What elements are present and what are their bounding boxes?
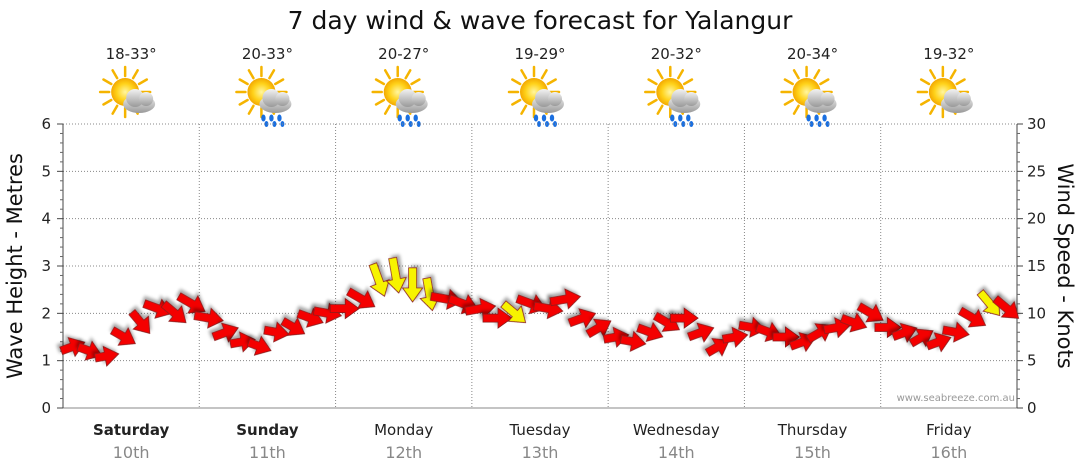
day-date: 16th — [930, 443, 967, 462]
right-axis-title: Wind Speed - Knots — [1053, 163, 1077, 368]
left-tick-label: 4 — [41, 210, 51, 228]
right-tick-label: 25 — [1027, 162, 1046, 180]
wind-arrow — [941, 321, 970, 343]
day-name: Saturday — [93, 421, 170, 439]
left-tick-label: 5 — [41, 162, 51, 180]
right-tick-label: 15 — [1027, 257, 1046, 275]
temp-range: 20-33° — [242, 45, 293, 63]
day-date: 11th — [249, 443, 286, 462]
wind-arrow — [346, 287, 376, 309]
wind-arrow — [401, 267, 424, 303]
day-name: Thursday — [777, 421, 848, 439]
sun-cloud-rain-icon — [371, 65, 428, 127]
wind-arrow — [721, 326, 749, 348]
wind-arrow — [176, 292, 206, 314]
wind-arrow — [128, 309, 151, 334]
wind-arrow — [482, 307, 513, 329]
right-tick-label: 20 — [1027, 210, 1046, 228]
wind-arrows — [59, 256, 1020, 367]
left-axis-title: Wave Height - Metres — [3, 153, 27, 379]
wind-arrow — [874, 316, 902, 339]
wind-arrow — [772, 326, 801, 348]
left-tick-label: 6 — [41, 115, 51, 133]
wind-arrow — [619, 330, 647, 352]
day-name: Friday — [926, 421, 972, 439]
temp-range: 20-27° — [378, 45, 429, 63]
left-tick-label: 0 — [41, 399, 51, 417]
temp-range: 20-32° — [651, 45, 702, 63]
wind-arrow — [957, 306, 987, 328]
sun-cloud-rain-icon — [644, 65, 701, 127]
wind-arrow — [925, 332, 952, 353]
right-tick-label: 0 — [1027, 399, 1037, 417]
day-name: Tuesday — [508, 421, 570, 439]
day-name: Monday — [374, 421, 433, 439]
wind-arrow — [856, 302, 884, 323]
temp-range: 19-29° — [514, 45, 565, 63]
chart-title: 7 day wind & wave forecast for Yalangur — [288, 6, 794, 35]
wind-arrow — [636, 321, 664, 343]
left-tick-label: 1 — [41, 352, 51, 370]
wind-arrow — [193, 307, 224, 329]
temp-range: 18-33° — [106, 45, 157, 63]
weather-row: 18-33° 20-33° 20-27° 19-29° 20-32° 20-34° 19-3… — [98, 45, 974, 127]
day-name: Sunday — [236, 421, 299, 439]
wind-arrow — [602, 326, 630, 348]
wind-arrow — [567, 308, 597, 329]
left-tick-label: 2 — [41, 304, 51, 322]
wind-arrow — [94, 345, 120, 367]
wind-arrow — [687, 322, 715, 343]
grid — [62, 123, 1018, 409]
day-date: 14th — [658, 443, 695, 462]
wind-arrow — [385, 256, 407, 294]
wind-arrow — [992, 295, 1020, 319]
sun-cloud-icon — [916, 65, 973, 119]
left-axis: 0 1 2 3 4 5 6 — [41, 115, 63, 417]
temp-range: 19-32° — [923, 45, 974, 63]
wind-arrow — [229, 331, 256, 353]
wind-arrow — [263, 321, 290, 343]
wind-arrow — [368, 262, 390, 297]
right-tick-label: 30 — [1027, 115, 1046, 133]
wind-arrow — [312, 302, 343, 324]
day-labels: Saturday 10th Sunday 11th Monday 12th Tuesday 1… — [93, 421, 972, 462]
credit: www.seabreeze.com.au — [897, 393, 1015, 404]
sun-cloud-rain-icon — [235, 65, 292, 127]
wind-arrow — [280, 317, 306, 336]
left-tick-label: 3 — [41, 257, 51, 275]
wind-arrow — [160, 300, 187, 324]
wind-arrow — [670, 307, 699, 329]
right-tick-label: 10 — [1027, 304, 1046, 322]
wind-arrow — [59, 337, 86, 358]
day-name: Wednesday — [633, 421, 720, 439]
day-date: 13th — [522, 443, 559, 462]
sun-cloud-icon — [98, 65, 156, 119]
wind-arrow — [549, 288, 582, 310]
wind-arrow — [500, 300, 527, 324]
right-tick-label: 5 — [1027, 352, 1037, 370]
wind-arrow — [109, 326, 136, 346]
wind-arrow — [839, 312, 868, 333]
sun-cloud-rain-icon — [780, 65, 837, 127]
temp-range: 20-34° — [787, 45, 838, 63]
day-date: 15th — [794, 443, 831, 462]
wind-arrow — [246, 335, 272, 356]
wind-arrow — [891, 322, 918, 344]
wind-arrow — [211, 322, 239, 343]
wind-arrow — [329, 297, 360, 320]
right-axis: 0 5 10 15 20 25 30 — [1017, 115, 1046, 417]
sun-cloud-rain-icon — [507, 65, 564, 127]
day-date: 10th — [113, 443, 150, 462]
day-date: 12th — [385, 443, 422, 462]
